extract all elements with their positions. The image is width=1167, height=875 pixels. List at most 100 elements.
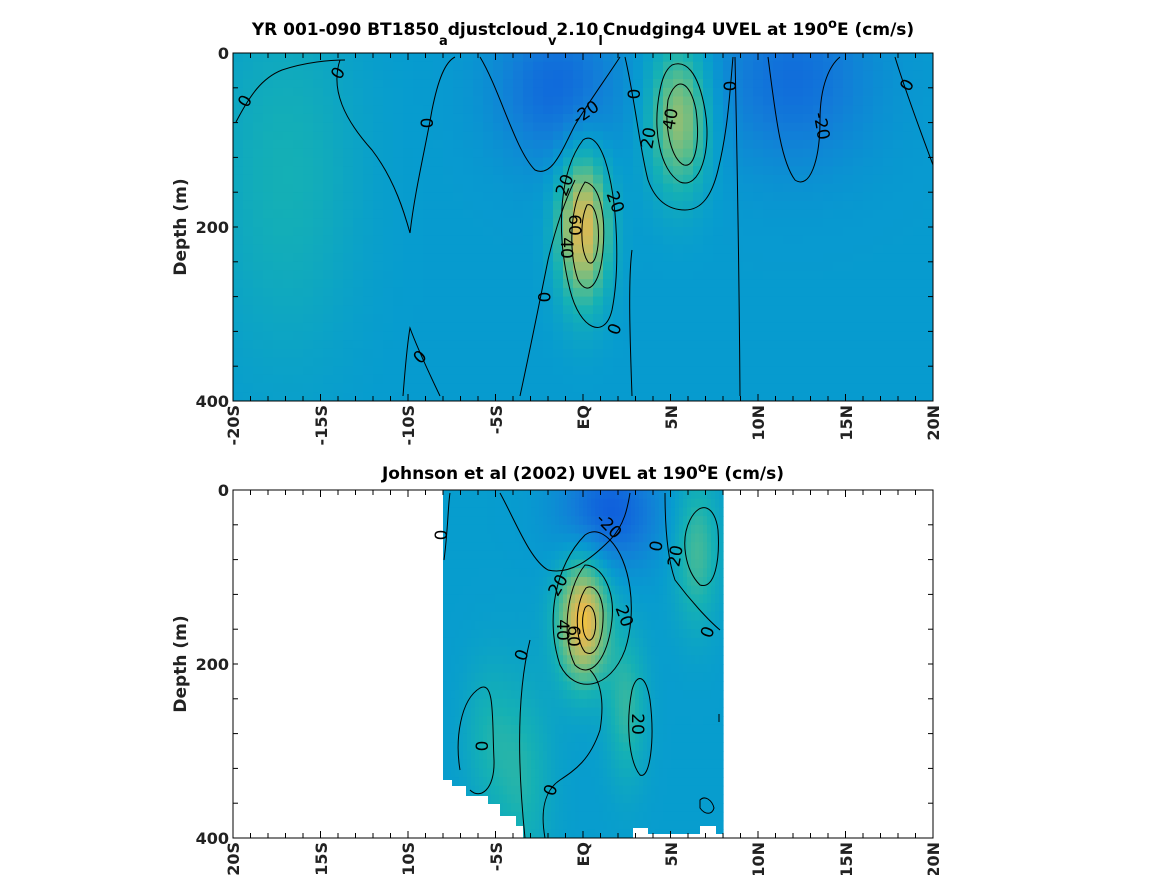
field-cell [583,751,588,761]
field-cell [603,724,608,735]
field-cell [447,620,452,630]
field-cell [483,707,488,717]
field-cell [243,79,254,89]
field-cell [433,148,444,158]
field-cell [373,253,384,263]
field-cell [455,559,460,569]
field-cell [631,542,636,552]
field-cell [823,105,834,115]
field-cell [683,157,694,167]
field-cell [423,61,434,71]
field-cell [527,751,532,761]
field-cell [639,785,644,796]
field-cell [567,542,572,552]
field-cell [455,577,460,587]
field-cell [595,611,600,622]
field-cell [643,507,648,517]
title-subscript: a [439,34,448,49]
field-cell [273,331,284,341]
field-cell [843,113,854,124]
field-cell [663,305,674,315]
field-cell [763,244,774,254]
field-cell [547,811,552,822]
field-cell [463,374,474,385]
field-cell [487,577,492,587]
field-cell [753,374,764,385]
field-cell [551,664,556,674]
field-cell [413,392,424,401]
field-cell [511,585,516,595]
field-cell [519,664,524,674]
field-cell [583,209,594,219]
field-cell [467,698,472,709]
field-cell [607,550,612,561]
field-cell [263,192,274,202]
field-cell [293,322,304,332]
field-cell [591,681,596,691]
title-part: 2.10 [556,20,598,40]
field-cell [403,70,414,80]
field-cell [615,637,620,648]
field-cell [467,585,472,595]
field-cell [591,637,596,648]
field-cell [443,348,454,359]
field-cell [663,70,674,80]
field-cell [547,637,552,648]
field-cell [693,209,704,219]
field-cell [527,524,532,535]
field-cell [793,374,804,385]
field-cell [603,122,614,132]
field-cell [743,305,754,315]
field-cell [663,183,674,193]
field-cell [483,374,494,385]
field-cell [551,794,556,804]
field-cell [643,664,648,674]
field-cell [343,374,354,385]
field-cell [413,113,424,124]
field-cell [487,733,492,743]
field-cell [233,296,244,306]
field-cell [491,516,496,526]
field-cell [913,392,924,401]
field-cell [487,759,492,769]
field-cell [373,235,384,245]
field-cell [611,498,616,508]
field-cell [353,96,364,106]
field-cell [783,209,794,219]
field-cell [507,585,512,595]
field-cell [571,759,576,769]
field-cell [571,524,576,535]
field-cell [443,681,448,691]
field-cell [663,314,674,324]
field-cell [573,322,584,332]
field-cell [463,148,474,158]
field-cell [793,61,804,71]
field-cell [459,759,464,769]
field-cell [635,637,640,648]
field-cell [473,218,484,228]
field-cell [513,253,524,263]
field-cell [463,681,468,691]
field-cell [893,79,904,89]
field-cell [511,507,516,517]
field-cell [623,751,628,761]
field-cell [555,768,560,778]
field-cell [863,314,874,324]
field-cell [713,322,724,332]
field-cell [627,542,632,552]
field-cell [293,113,304,124]
field-cell [527,507,532,517]
field-cell [303,235,314,245]
field-cell [493,340,504,350]
field-cell [823,96,834,106]
field-cell [253,270,264,280]
field-cell [503,507,508,517]
field-cell [459,751,464,761]
field-cell [663,157,674,167]
field-cell [599,620,604,630]
field-cell [493,235,504,245]
field-cell [853,270,864,280]
field-cell [551,594,556,604]
field-cell [483,681,488,691]
field-cell [583,140,594,150]
